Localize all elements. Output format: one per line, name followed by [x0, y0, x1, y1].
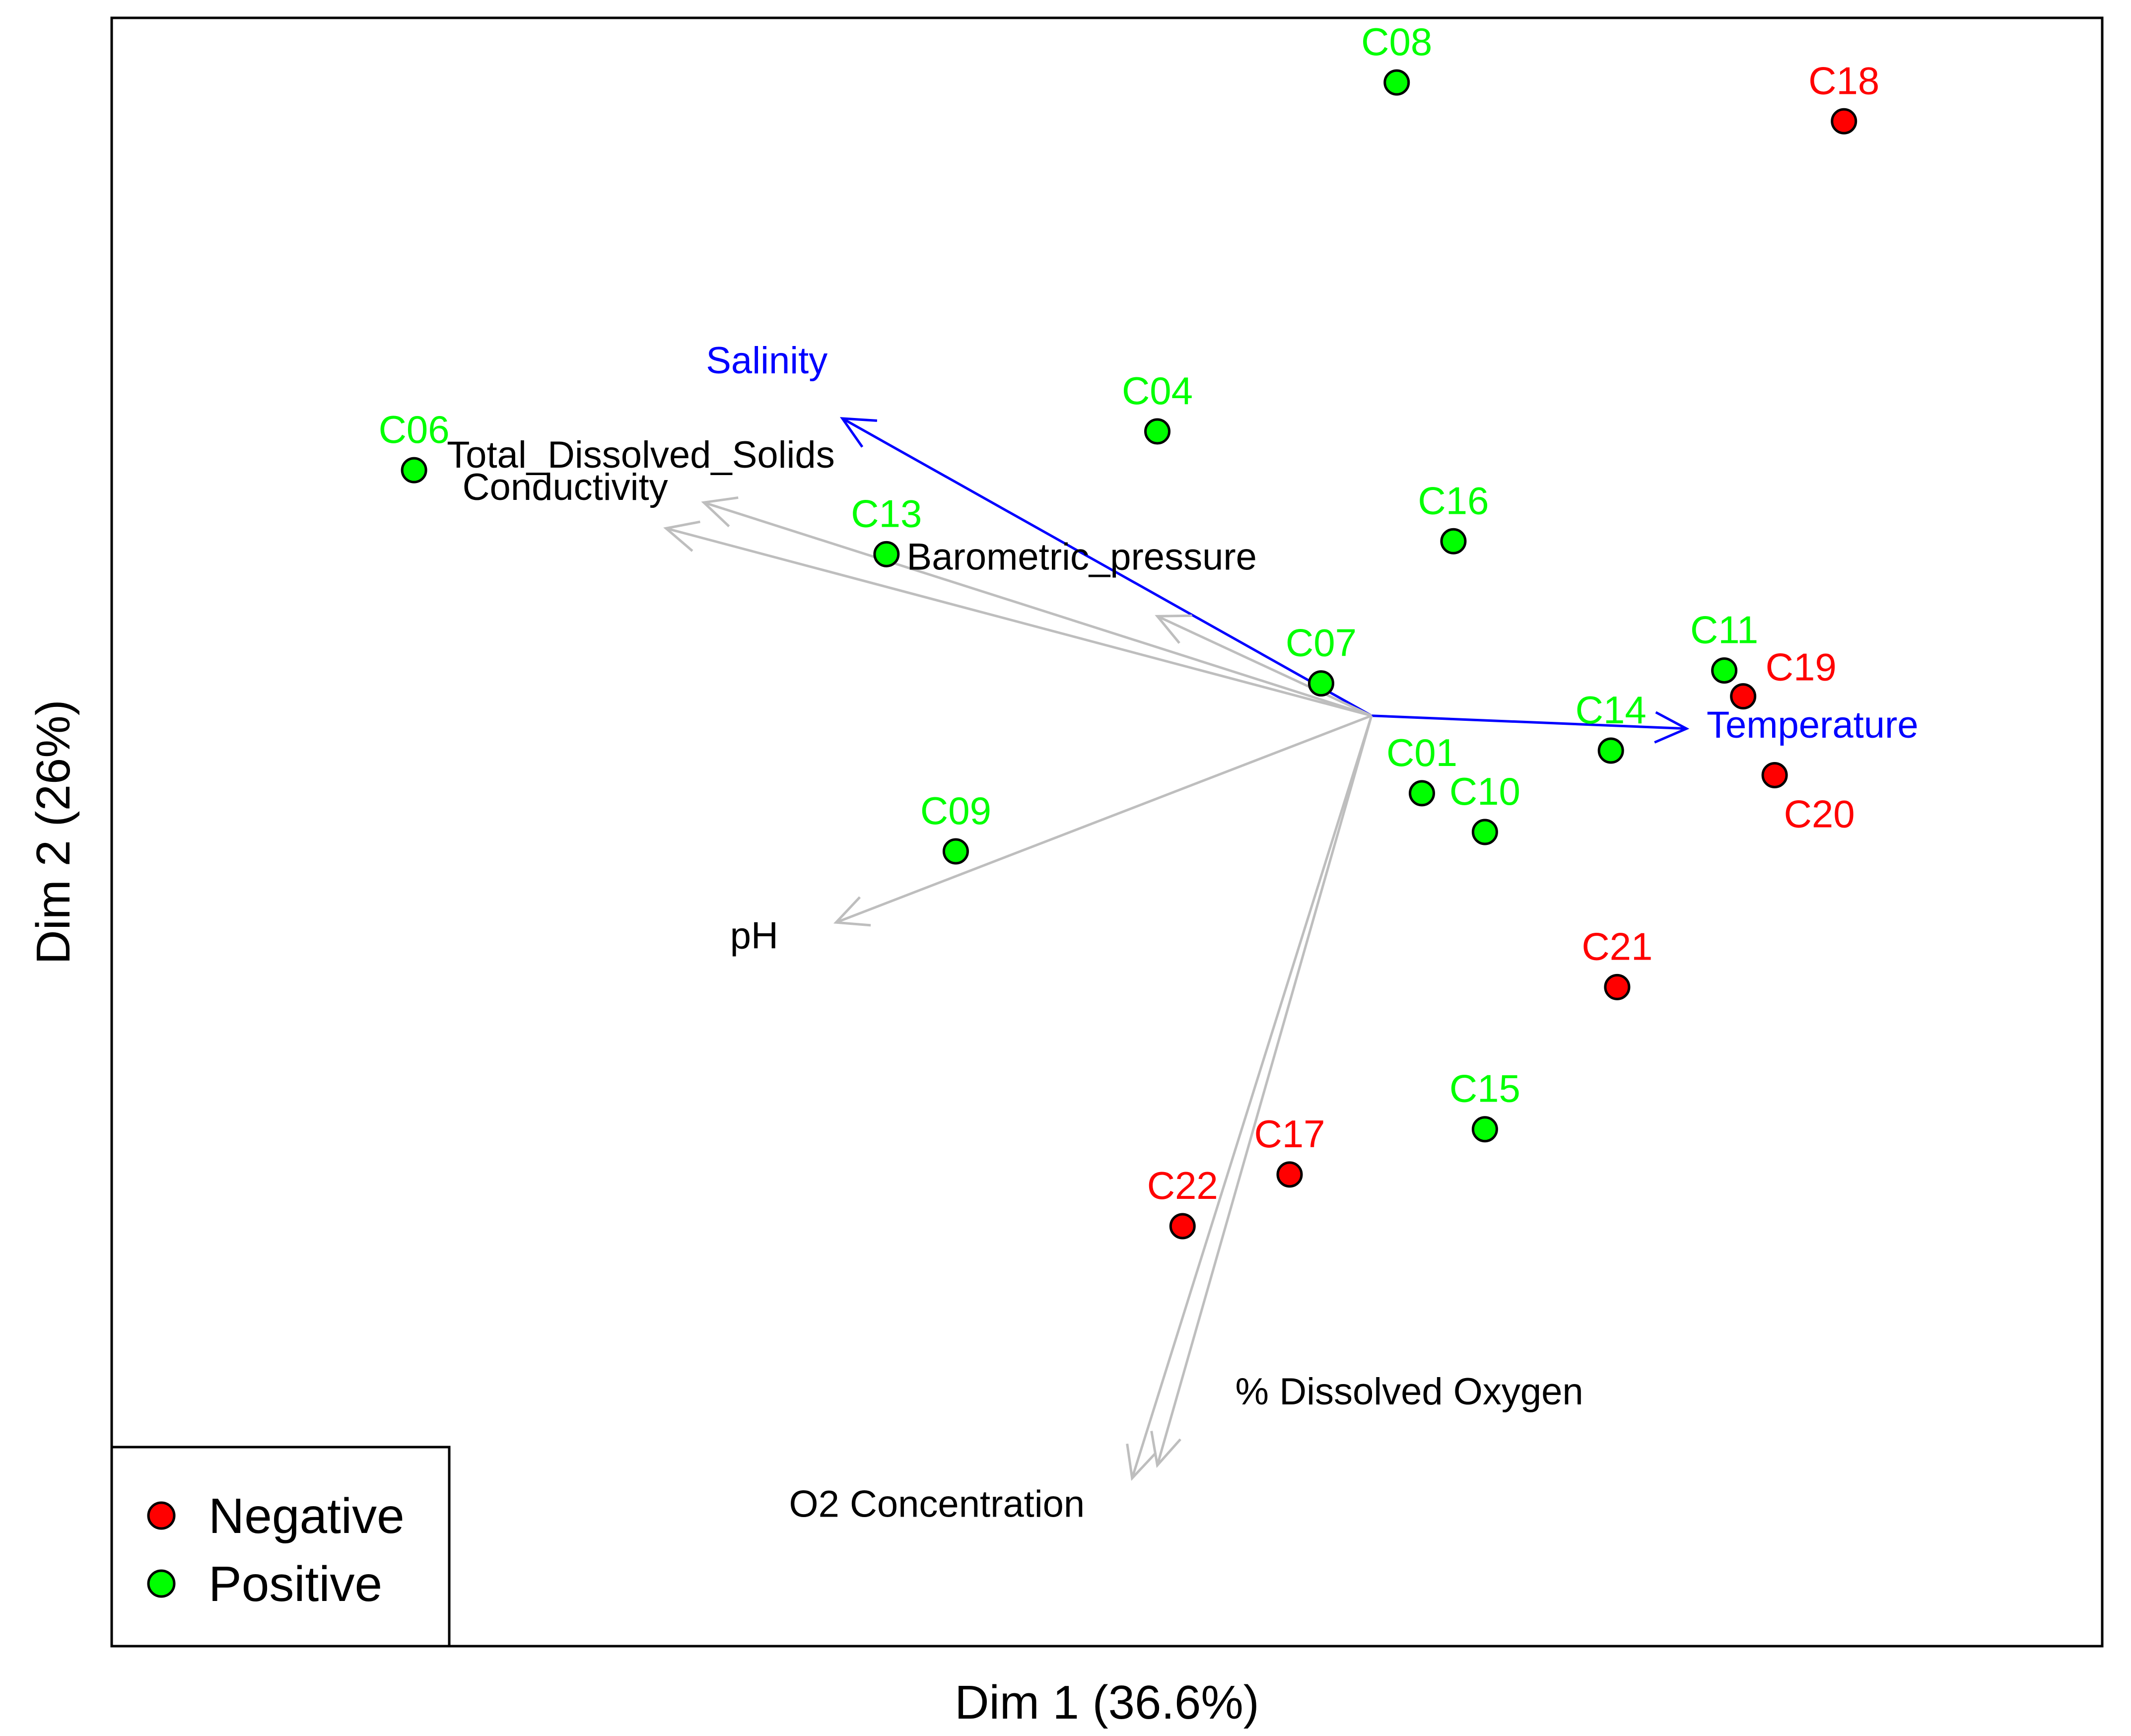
point-c13 — [873, 541, 900, 567]
point-c04 — [1144, 418, 1171, 445]
point-c22 — [1169, 1213, 1196, 1240]
point-c19 — [1730, 683, 1757, 710]
vector-temperature — [1371, 714, 1687, 730]
point-label-c09: C09 — [920, 789, 991, 833]
vector-o2-concentration — [1131, 715, 1373, 1479]
labels-layer: Salinity Temperature Total_Dissolved_Solid… — [379, 20, 1919, 1526]
point-label-c01: C01 — [1386, 731, 1457, 774]
vector-label-ph: pH — [730, 914, 778, 957]
point-c14 — [1597, 737, 1624, 764]
y-axis-title: Dim 2 (26%) — [27, 699, 80, 964]
vector-arrowhead-conductivity — [663, 520, 700, 552]
vector-label-dissolved-oxygen: % Dissolved Oxygen — [1236, 1371, 1583, 1413]
vector-arrowhead-salinity — [840, 417, 878, 448]
point-label-c07: C07 — [1286, 621, 1357, 665]
vectors-layer — [663, 417, 1690, 1481]
vector-conductivity — [666, 527, 1372, 717]
vector-label-conductivity: Conductivity — [463, 466, 668, 508]
vector-total-dissolved-solids — [703, 501, 1372, 717]
point-c11 — [1711, 657, 1738, 684]
point-label-c13: C13 — [851, 491, 922, 535]
point-c08 — [1383, 69, 1410, 96]
point-label-c14: C14 — [1576, 688, 1647, 732]
vector-ph — [835, 714, 1372, 924]
point-label-c04: C04 — [1122, 369, 1193, 413]
point-label-c10: C10 — [1449, 769, 1520, 813]
vector-salinity — [841, 417, 1373, 717]
vector-barometric-pressure — [1157, 615, 1373, 717]
legend-box — [110, 1446, 451, 1648]
point-c16 — [1440, 528, 1467, 555]
point-c20 — [1761, 762, 1788, 788]
point-label-c21: C21 — [1581, 924, 1652, 968]
vector-arrowhead-ph — [833, 896, 871, 927]
plot-frame — [110, 16, 2104, 1648]
point-label-c19: C19 — [1766, 645, 1837, 689]
point-label-c11: C11 — [1690, 608, 1758, 652]
vector-label-total-dissolved-solids: Total_Dissolved_Solids — [447, 434, 835, 476]
legend-label-positive: Positive — [208, 1556, 382, 1612]
point-label-c08: C08 — [1361, 20, 1432, 64]
vector-arrowhead-total-dissolved-solids — [701, 496, 739, 528]
point-c15 — [1471, 1116, 1498, 1143]
vector-arrowhead-temperature — [1654, 711, 1690, 744]
point-c07 — [1307, 670, 1334, 697]
vector-arrowhead-dissolved-oxygen — [1150, 1431, 1181, 1468]
vector-arrowhead-barometric-pressure — [1155, 614, 1192, 644]
legend-marker-negative — [147, 1501, 176, 1530]
point-label-c17: C17 — [1254, 1112, 1325, 1156]
point-label-c18: C18 — [1808, 59, 1879, 102]
point-c17 — [1276, 1161, 1303, 1188]
vector-arrowhead-o2-concentration — [1126, 1443, 1157, 1481]
point-label-c16: C16 — [1418, 479, 1489, 522]
point-c21 — [1604, 973, 1631, 1000]
legend: Negative Positive — [110, 1446, 451, 1648]
legend-marker-positive — [147, 1569, 176, 1598]
point-c06 — [401, 457, 427, 484]
point-label-c15: C15 — [1449, 1067, 1520, 1111]
point-c09 — [942, 838, 969, 865]
vector-dissolved-oxygen — [1156, 715, 1373, 1466]
point-c10 — [1471, 819, 1498, 845]
point-c18 — [1831, 108, 1857, 135]
vector-label-salinity: Salinity — [706, 340, 827, 382]
point-label-c06: C06 — [379, 408, 450, 451]
vector-label-temperature: Temperature — [1707, 704, 1919, 746]
point-label-c22: C22 — [1147, 1164, 1218, 1207]
point-label-c20: C20 — [1784, 792, 1855, 835]
legend-label-negative: Negative — [208, 1488, 405, 1544]
point-c01 — [1408, 780, 1435, 807]
points-layer — [401, 69, 1857, 1240]
vector-label-barometric-pressure: Barometric_pressure — [907, 536, 1257, 578]
vector-label-o2-concentration: O2 Concentration — [789, 1483, 1085, 1526]
x-axis-title: Dim 1 (36.6%) — [955, 1676, 1259, 1729]
